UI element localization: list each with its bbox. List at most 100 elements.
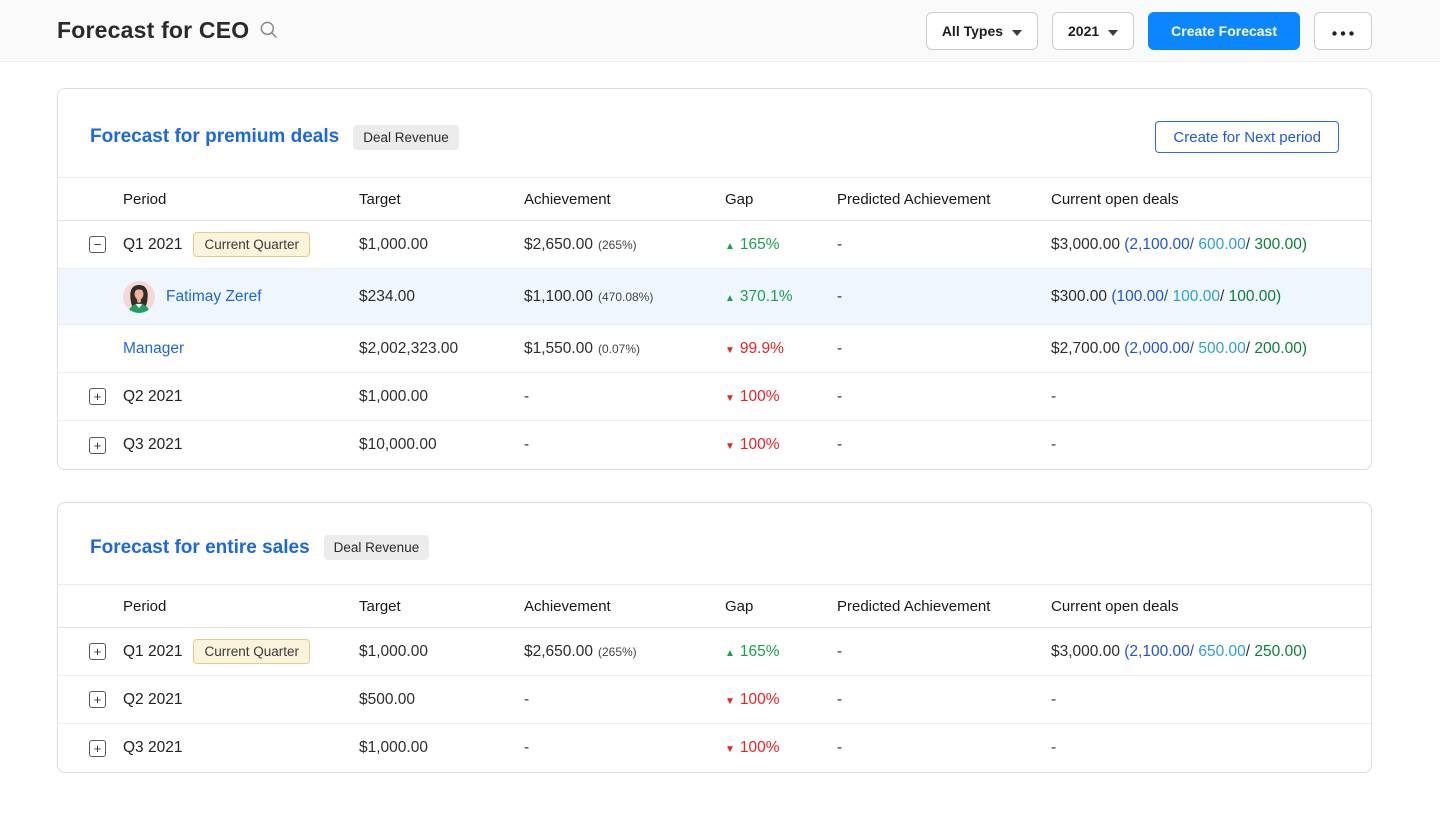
target-value: $1,000.00 bbox=[359, 739, 524, 757]
open-deals-cell: $3,000.00 (2,100.00/ 650.00/ 250.00) bbox=[1051, 643, 1371, 661]
create-forecast-button[interactable]: Create Forecast bbox=[1148, 12, 1300, 50]
current-quarter-badge: Current Quarter bbox=[193, 639, 310, 664]
gap-cell: ▼ 100% bbox=[725, 388, 837, 406]
expand-row-button[interactable]: + bbox=[89, 437, 106, 454]
open-deals-best-case: 500.00 bbox=[1194, 340, 1246, 357]
current-quarter-badge: Current Quarter bbox=[193, 232, 310, 257]
create-next-period-button[interactable]: Create for Next period bbox=[1155, 121, 1339, 153]
chevron-down-icon bbox=[1108, 23, 1118, 39]
open-deals-committed: (2,000.00/ bbox=[1124, 340, 1194, 357]
arrow-down-icon: ▼ bbox=[725, 441, 735, 452]
more-options-button[interactable] bbox=[1314, 12, 1372, 50]
arrow-down-icon: ▼ bbox=[725, 345, 735, 356]
search-button[interactable] bbox=[259, 20, 278, 42]
open-deals-total: $300.00 bbox=[1051, 288, 1111, 305]
column-header-period: Period bbox=[123, 191, 359, 208]
arrow-up-icon: ▲ bbox=[725, 648, 735, 659]
gap-value: 370.1% bbox=[740, 288, 793, 305]
type-filter-label: All Types bbox=[942, 23, 1003, 39]
gap-cell: ▼ 99.9% bbox=[725, 340, 837, 358]
period-cell: Q2 2021 bbox=[123, 691, 359, 709]
type-filter-dropdown[interactable]: All Types bbox=[926, 12, 1038, 50]
year-dropdown[interactable]: 2021 bbox=[1052, 12, 1134, 50]
collapse-row-button[interactable]: − bbox=[89, 236, 106, 253]
table-row: −Q1 2021Current Quarter$1,000.00$2,650.0… bbox=[58, 221, 1371, 269]
open-deals-best-case: 100.00 bbox=[1168, 288, 1220, 305]
column-header-gap: Gap bbox=[725, 598, 837, 615]
table-row: +Q2 2021$500.00-▼100%-- bbox=[58, 676, 1371, 724]
period-label: Q3 2021 bbox=[123, 436, 182, 454]
title-wrap: Forecast for CEO bbox=[57, 17, 278, 44]
expand-row-button[interactable]: + bbox=[89, 740, 106, 757]
gap-value: 100% bbox=[740, 436, 780, 453]
period-label: Q2 2021 bbox=[123, 388, 182, 406]
topbar: Forecast for CEO All Types 2021 Create F… bbox=[0, 0, 1440, 62]
gap-cell: ▼ 100% bbox=[725, 436, 837, 454]
expand-row-button[interactable]: + bbox=[89, 388, 106, 405]
predicted-achievement-value: - bbox=[837, 691, 1051, 709]
gap-cell: ▲165% bbox=[725, 643, 837, 661]
table-row: +Q2 2021$1,000.00-▼100%-- bbox=[58, 373, 1371, 421]
table-row: + Q1 2021 Current Quarter $1,000.00$2,650.0… bbox=[58, 628, 1371, 676]
achievement-empty: - bbox=[524, 739, 529, 756]
forecast-card: Forecast for premium dealsDeal RevenueCr… bbox=[57, 88, 1372, 470]
user-avatar[interactable] bbox=[123, 281, 155, 313]
expander-cell: + bbox=[58, 437, 123, 454]
open-deals-pipeline: 250.00) bbox=[1250, 643, 1307, 660]
achievement-percent: (470.08%) bbox=[598, 290, 653, 304]
open-deals-best-case: 600.00 bbox=[1194, 236, 1246, 253]
open-deals-total: $3,000.00 bbox=[1051, 643, 1124, 660]
period-cell: Q1 2021Current Quarter bbox=[123, 232, 359, 257]
open-deals-cell: $2,700.00 (2,000.00/ 500.00/ 200.00) bbox=[1051, 340, 1371, 358]
achievement-value: $2,650.00 bbox=[524, 236, 593, 253]
open-deals-empty: - bbox=[1051, 691, 1056, 708]
gap-value: 100% bbox=[740, 388, 780, 405]
open-deals-cell: - bbox=[1051, 436, 1371, 454]
table-row: +Q3 2021$1,000.00-▼100%-- bbox=[58, 724, 1371, 772]
achievement-value: $2,650.00 bbox=[524, 643, 593, 660]
column-header-current-open-deals: Current open deals bbox=[1051, 598, 1371, 615]
column-header-period: Period bbox=[123, 598, 359, 615]
open-deals-cell: - bbox=[1051, 691, 1371, 709]
user-link[interactable]: Fatimay Zeref bbox=[166, 288, 262, 306]
deal-type-badge: Deal Revenue bbox=[353, 125, 459, 150]
open-deals-empty: - bbox=[1051, 388, 1056, 405]
achievement-value: $1,550.00 bbox=[524, 340, 593, 357]
open-deals-committed: (2,100.00/ bbox=[1124, 643, 1194, 660]
gap-value: 100% bbox=[740, 739, 780, 756]
gap-value: 99.9% bbox=[740, 340, 784, 357]
gap-cell: ▲165% bbox=[725, 236, 837, 254]
card-header: Forecast for entire salesDeal Revenue bbox=[58, 503, 1371, 584]
period-label: Q1 2021 bbox=[123, 643, 182, 661]
achievement-cell: $1,100.00(470.08%) bbox=[524, 288, 725, 306]
table-row: Manager $2,002,323.00$1,550.00(0.07%)▼ 99.… bbox=[58, 325, 1371, 373]
achievement-cell: - bbox=[524, 436, 725, 454]
expand-row-button[interactable]: + bbox=[89, 691, 106, 708]
expand-row-button[interactable]: + bbox=[89, 643, 106, 660]
arrow-down-icon: ▼ bbox=[725, 393, 735, 404]
role-link[interactable]: Manager bbox=[123, 340, 184, 358]
period-cell: Q1 2021 Current Quarter bbox=[123, 639, 359, 664]
target-value: $1,000.00 bbox=[359, 388, 524, 406]
open-deals-total: $2,700.00 bbox=[1051, 340, 1124, 357]
achievement-cell: $1,550.00(0.07%) bbox=[524, 340, 725, 358]
target-value: $2,002,323.00 bbox=[359, 340, 524, 358]
open-deals-cell: - bbox=[1051, 739, 1371, 757]
page-title: Forecast for CEO bbox=[57, 17, 249, 44]
arrow-up-icon: ▲ bbox=[725, 293, 735, 304]
table-header-row: PeriodTargetAchievementGapPredicted Achi… bbox=[58, 177, 1371, 221]
forecast-card: Forecast for entire salesDeal Revenue Per… bbox=[57, 502, 1372, 773]
arrow-down-icon: ▼ bbox=[725, 744, 735, 755]
period-cell: Manager bbox=[123, 340, 359, 358]
predicted-achievement-value: - bbox=[837, 436, 1051, 454]
predicted-achievement-value: - bbox=[837, 643, 1051, 661]
open-deals-pipeline: 300.00) bbox=[1250, 236, 1307, 253]
expander-cell: + bbox=[58, 691, 123, 708]
predicted-achievement-value: - bbox=[837, 236, 1051, 254]
expander-cell: + bbox=[58, 643, 123, 660]
column-header-achievement: Achievement bbox=[524, 191, 725, 208]
column-header-predicted-achievement: Predicted Achievement bbox=[837, 191, 1051, 208]
ellipsis-icon bbox=[1332, 23, 1354, 39]
predicted-achievement-value: - bbox=[837, 388, 1051, 406]
target-value: $1,000.00 bbox=[359, 643, 524, 661]
